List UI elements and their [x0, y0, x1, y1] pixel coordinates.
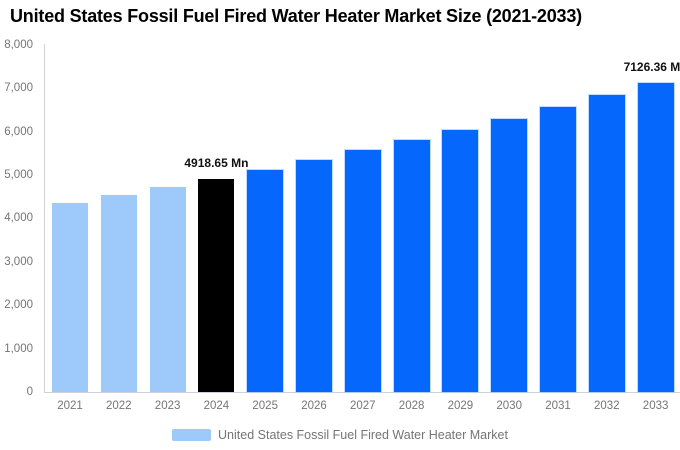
legend-label[interactable]: United States Fossil Fuel Fired Water He…	[218, 428, 508, 442]
y-axis-tick-label: 4,000	[4, 212, 33, 225]
x-axis-tick-label: 2031	[545, 400, 571, 412]
x-axis-tick-label: 2026	[301, 400, 327, 412]
x-axis-tick-label: 2030	[496, 400, 522, 412]
x-axis-tick-label: 2029	[447, 400, 474, 412]
x-axis-tick-label: 2023	[154, 400, 181, 412]
bar-2033[interactable]	[637, 82, 674, 392]
y-axis-tick-label: 3,000	[4, 255, 33, 268]
y-axis-tick-label: 6,000	[4, 125, 33, 138]
bar-2028[interactable]	[393, 140, 430, 392]
bar-2024[interactable]	[198, 178, 235, 392]
bar-2023[interactable]	[149, 187, 186, 392]
x-axis-tick-label: 2028	[398, 400, 425, 412]
legend-swatch[interactable]	[172, 429, 212, 441]
bar-2030[interactable]	[491, 118, 528, 392]
x-axis-tick-label: 2033	[642, 400, 669, 412]
bar-2022[interactable]	[100, 195, 137, 392]
x-axis-tick-label: 2025	[252, 400, 278, 412]
y-axis-tick-label: 0	[26, 386, 33, 398]
bar-value-label-2024: 4918.65 Mn	[184, 155, 249, 170]
bar-2027[interactable]	[344, 150, 381, 392]
y-axis-tick-label: 7,000	[4, 82, 33, 95]
bar-2026[interactable]	[296, 160, 332, 392]
x-axis-tick-label: 2024	[203, 400, 230, 412]
y-axis-line	[44, 44, 45, 392]
y-axis-tick-label: 8,000	[4, 38, 33, 51]
chart-title: United States Fossil Fuel Fired Water He…	[10, 6, 582, 26]
x-axis-tick-label: 2022	[106, 400, 132, 412]
bar-value-label-2033: 7126.36 Mn	[623, 59, 680, 74]
y-axis-tick-label: 5,000	[4, 169, 33, 181]
x-axis-line	[44, 392, 680, 393]
y-axis-tick-label: 2,000	[4, 299, 33, 312]
bar-2025[interactable]	[247, 169, 284, 392]
y-axis-tick-label: 1,000	[4, 342, 33, 355]
x-axis-tick-label: 2032	[594, 400, 620, 412]
bar-2032[interactable]	[588, 95, 625, 392]
bar-2031[interactable]	[540, 107, 576, 392]
x-axis-tick-label: 2027	[350, 400, 376, 412]
x-axis-tick-label: 2021	[57, 400, 83, 412]
bar-2021[interactable]	[52, 203, 88, 392]
bar-2029[interactable]	[442, 129, 479, 392]
legend[interactable]: United States Fossil Fuel Fired Water He…	[0, 427, 680, 443]
